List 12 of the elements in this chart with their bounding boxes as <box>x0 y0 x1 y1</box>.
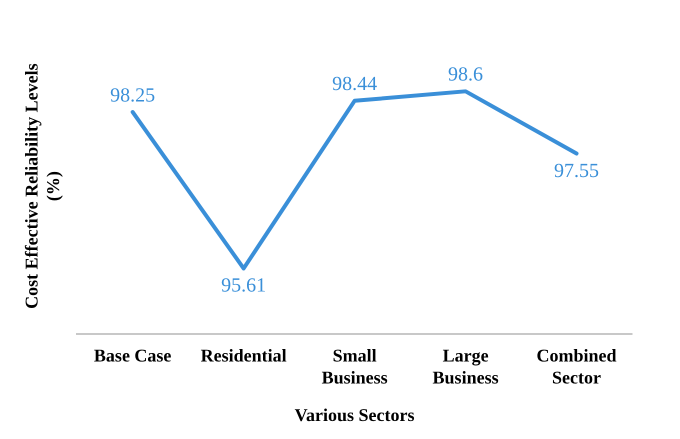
x-tick-label: Large Business <box>432 346 499 388</box>
x-axis-title: Various Sectors <box>294 404 415 425</box>
data-label: 98.6 <box>448 64 484 86</box>
data-label: 95.61 <box>221 274 266 297</box>
x-tick-label: Base Case <box>94 346 172 366</box>
x-tick-label: Residential <box>200 346 287 366</box>
x-tick-label: Combined Sector <box>536 346 617 388</box>
y-axis-title: Cost Effective Reliability Levels (%) <box>21 63 64 309</box>
x-tick-label: Small Business <box>322 346 388 388</box>
data-label: 98.25 <box>110 84 156 106</box>
data-label: 97.55 <box>554 160 600 182</box>
data-label: 98.44 <box>332 73 378 96</box>
